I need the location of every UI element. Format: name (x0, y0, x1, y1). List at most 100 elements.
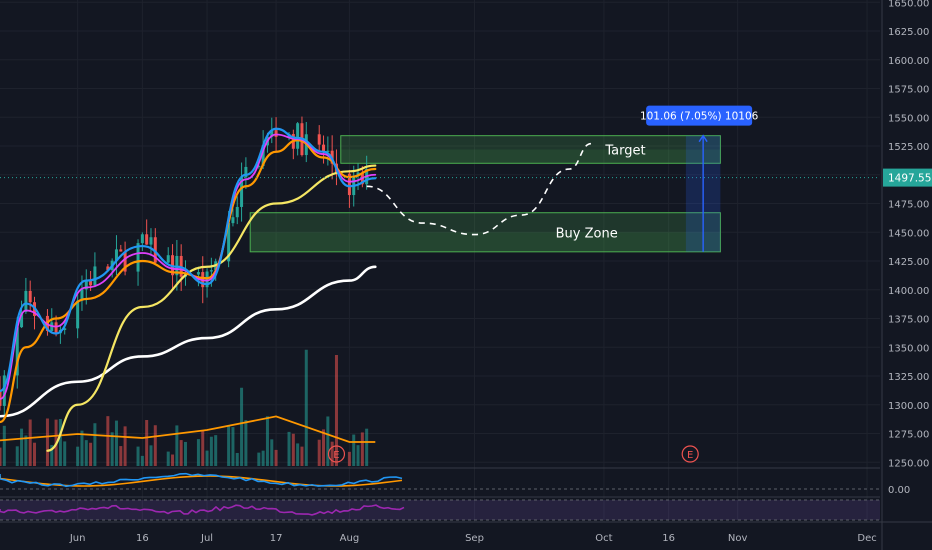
volume-bar (231, 427, 235, 466)
candle-body (80, 289, 84, 301)
ema-pink-line (0, 133, 377, 400)
price-axis[interactable]: 1650.00 1625.00 1600.00 1575.00 1550.00 1525.… (881, 0, 932, 550)
price-tick-label: 1350.00 (888, 343, 929, 354)
volume-bar (317, 439, 321, 466)
volume-bar (257, 452, 261, 466)
time-tick-label: 16 (136, 533, 149, 544)
volume-bar (106, 416, 110, 466)
candle-body (209, 270, 213, 272)
last-price-tag (883, 168, 932, 187)
candle-body (196, 272, 200, 275)
price-tick-label: 1275.00 (888, 430, 929, 441)
candle-body (123, 251, 127, 272)
volume-bar (214, 435, 218, 466)
candle-body (317, 134, 321, 145)
measure-label: 101.06 (7.05%) 10106 (640, 111, 759, 123)
volume-bar (149, 445, 153, 466)
volume-bar (28, 419, 32, 466)
candle-body (235, 206, 239, 218)
volume-bar (84, 440, 88, 466)
volume-bar (136, 446, 140, 466)
target-zone[interactable] (340, 135, 721, 164)
volume-bar (140, 455, 144, 466)
projection-path (366, 142, 592, 236)
volume-bar (240, 387, 244, 466)
target-zone-inner (340, 149, 721, 164)
volume-bar (179, 440, 183, 466)
candle-body (270, 130, 274, 137)
candle-body (149, 237, 153, 245)
volume-bar (119, 446, 123, 466)
time-tick-label: Dec (857, 533, 876, 544)
moving-averages (0, 127, 880, 452)
price-tick-label: 1525.00 (888, 142, 929, 153)
volume-bar (261, 450, 265, 466)
volume-bar (50, 445, 54, 466)
candle-body (114, 249, 118, 261)
volume-bar (352, 434, 356, 466)
ma200-line (0, 265, 377, 418)
candle-body (2, 375, 6, 406)
indicator-axis-label: 0.00 (888, 485, 910, 496)
measure-arrowhead (698, 134, 708, 143)
price-tick-label: 1325.00 (888, 372, 929, 383)
buy-zone-label: Buy Zone (556, 226, 618, 241)
candle-body (24, 290, 28, 312)
volume-bar (291, 433, 295, 466)
candle-body (296, 123, 300, 149)
volume-bar (166, 451, 170, 466)
volume-average-line (0, 415, 376, 443)
volume-bar (201, 430, 205, 466)
volume-bar (33, 442, 37, 466)
candle-body (54, 322, 58, 334)
volume-bar (360, 432, 364, 466)
candle-body (322, 144, 326, 152)
price-tick-label: 1625.00 (888, 27, 929, 38)
volume-bar (63, 441, 67, 466)
price-tick-label: 1650.00 (888, 0, 929, 9)
candle-body (145, 234, 149, 245)
candle-body (166, 255, 170, 263)
volume-bar (244, 420, 248, 466)
volume-bar (365, 428, 369, 466)
candle-body (231, 217, 235, 224)
volume-bar (89, 442, 93, 466)
candle-body (93, 266, 97, 286)
volume-bar (114, 420, 118, 466)
ma50-line (46, 164, 377, 452)
price-tick-label: 1550.00 (888, 113, 929, 124)
earnings-marker-circle (327, 445, 346, 463)
rsi-line (0, 504, 405, 516)
volume-bar (235, 452, 239, 466)
target-label: Target (604, 143, 645, 158)
volume-bar (110, 432, 114, 466)
volume-bar (227, 425, 231, 466)
volume-bar (153, 425, 157, 466)
volume-bar (296, 443, 300, 466)
last-price-label: 1497.55 (888, 173, 931, 185)
ema-blue-line (0, 127, 377, 393)
candle-body (28, 290, 32, 303)
volume-bar (205, 450, 209, 466)
price-tick-label: 1450.00 (888, 228, 929, 239)
candle-body (140, 234, 144, 244)
volume-bar (322, 429, 326, 466)
volume-bar (45, 418, 49, 466)
candle-body (89, 280, 93, 286)
earnings-marker-circle (681, 445, 699, 463)
candle-body (76, 300, 80, 329)
candle-body (347, 173, 351, 196)
price-range-measure[interactable]: 101.06 (7.05%) 10106 (640, 105, 759, 252)
ema-orange-line (0, 139, 377, 424)
volume-bar (0, 447, 2, 466)
candle-body (175, 255, 179, 276)
volume-bar (196, 439, 200, 466)
macd-line (0, 472, 403, 488)
time-axis[interactable]: Jun 16 Jul 17 Aug Sep Oct 16 Nov Dec (69, 533, 877, 544)
candle-body (20, 311, 24, 328)
volume-bar (270, 439, 274, 466)
volume-bar (347, 451, 351, 466)
volume-bar (334, 354, 338, 466)
